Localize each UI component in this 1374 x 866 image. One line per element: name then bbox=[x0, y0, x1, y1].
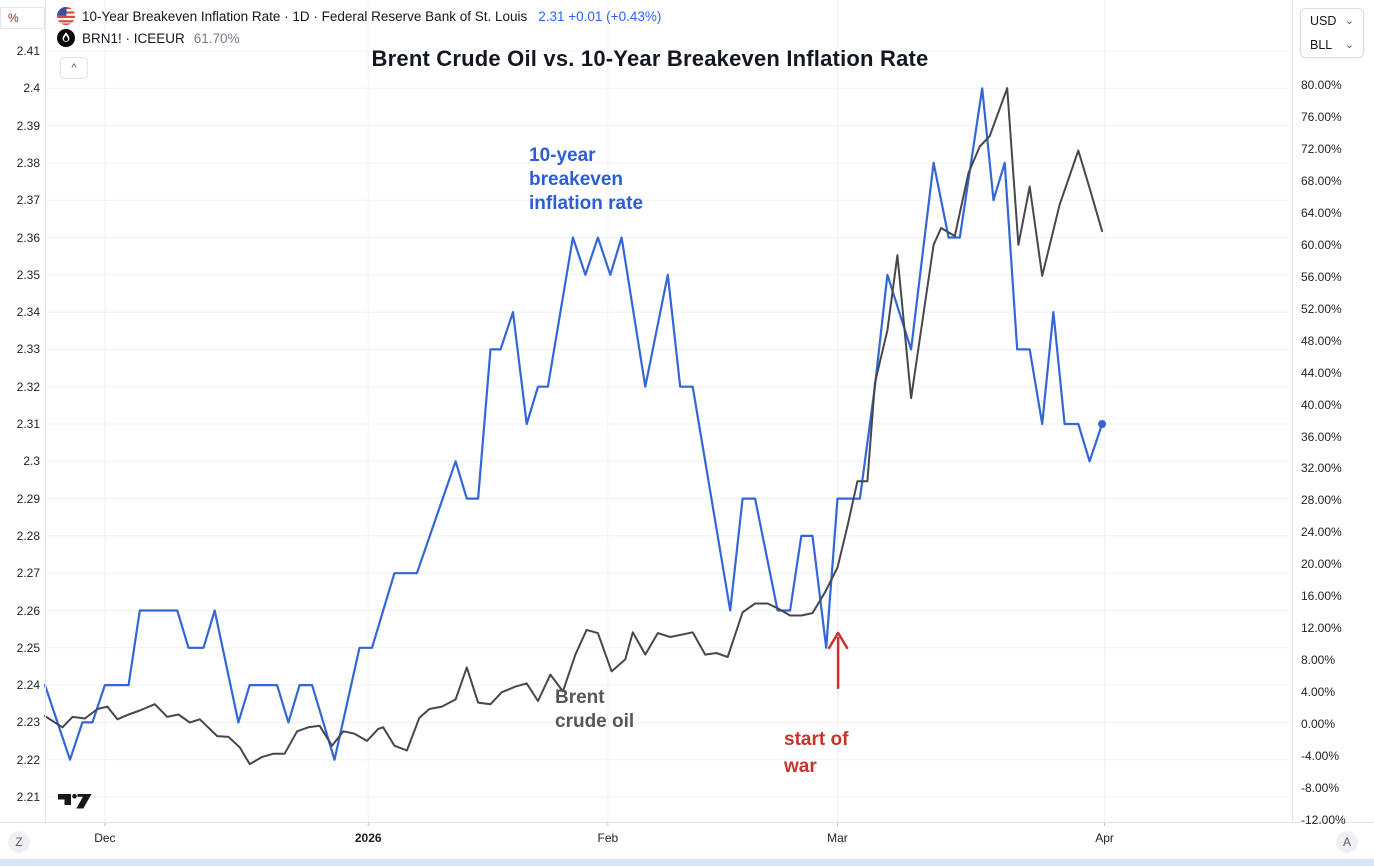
series-last-value-dot bbox=[1098, 420, 1107, 428]
left-axis-tick: 2.28 bbox=[16, 528, 40, 543]
right-axis-tick: -12.00% bbox=[1301, 813, 1346, 827]
percent-scale-label: % bbox=[8, 11, 19, 25]
left-axis-tick: 2.23 bbox=[16, 715, 40, 730]
left-axis-tick: 2.21 bbox=[16, 790, 40, 804]
right-axis-tick: 36.00% bbox=[1301, 429, 1342, 444]
left-axis-tick: 2.35 bbox=[16, 267, 40, 282]
chevron-down-icon: ⌄ bbox=[1344, 15, 1354, 27]
right-axis-tick: -4.00% bbox=[1301, 749, 1340, 764]
annotation-breakeven-label: 10-year breakeven inflation rate bbox=[529, 145, 644, 214]
left-axis-tick: 2.38 bbox=[16, 155, 40, 170]
right-axis-tick: 68.00% bbox=[1301, 173, 1342, 188]
ice-icon bbox=[57, 29, 75, 47]
left-axis-tick: 2.32 bbox=[16, 379, 40, 394]
left-axis-tick: 2.39 bbox=[16, 118, 40, 133]
left-axis-tick: 2.41 bbox=[16, 44, 40, 58]
chart-title: Brent Crude Oil vs. 10-Year Breakeven In… bbox=[371, 46, 929, 71]
left-axis-tick: 2.34 bbox=[16, 305, 40, 320]
series-line-brent[interactable] bbox=[44, 87, 1104, 766]
left-axis-tick: 2.25 bbox=[16, 640, 40, 655]
left-axis-tick: 2.29 bbox=[16, 491, 40, 506]
auto-scale-button[interactable]: A bbox=[1336, 831, 1358, 853]
right-axis-tick: 76.00% bbox=[1301, 109, 1342, 124]
left-axis-tick: 2.3 bbox=[23, 454, 40, 469]
time-axis-tick: Feb bbox=[597, 831, 619, 845]
us-flag-icon bbox=[57, 7, 75, 25]
axis-unit-selector: USD ⌄ BLL ⌄ bbox=[1300, 8, 1364, 58]
window-bottom-strip bbox=[0, 859, 1374, 866]
series-line-breakeven[interactable] bbox=[43, 87, 1104, 761]
annotation-brent-label: Brent crude oil bbox=[555, 687, 635, 732]
right-axis-tick: 44.00% bbox=[1301, 365, 1342, 380]
right-axis-tick: 52.00% bbox=[1301, 301, 1342, 316]
left-axis-tick: 2.26 bbox=[16, 603, 40, 618]
legend-row-breakeven[interactable]: 10-Year Breakeven Inflation Rate · 1D · … bbox=[57, 7, 661, 25]
symbol-value-change: 2.31 +0.01 (+0.43%) bbox=[538, 8, 662, 24]
right-axis-tick: 28.00% bbox=[1301, 493, 1342, 508]
right-axis-tick: 24.00% bbox=[1301, 525, 1342, 540]
right-axis-tick: 80.00% bbox=[1301, 78, 1342, 92]
time-axis-separator bbox=[0, 822, 1374, 823]
left-axis-tick: 2.37 bbox=[16, 193, 40, 208]
timezone-button[interactable]: Z bbox=[8, 831, 30, 853]
time-axis-tick: Apr bbox=[1095, 831, 1114, 845]
left-axis-tick: 2.22 bbox=[16, 752, 40, 767]
left-axis-separator bbox=[45, 0, 46, 822]
right-axis-tick: 16.00% bbox=[1301, 589, 1342, 604]
time-axis-tick: Mar bbox=[827, 831, 848, 845]
right-axis-separator bbox=[1292, 0, 1293, 822]
right-axis-tick: -8.00% bbox=[1301, 781, 1340, 796]
right-axis-tick: 32.00% bbox=[1301, 461, 1342, 476]
legend-row-brent[interactable]: BRN1! · ICEEUR 61.70% bbox=[57, 29, 240, 47]
left-axis-tick: 2.4 bbox=[23, 81, 40, 96]
right-axis-tick: 20.00% bbox=[1301, 557, 1342, 572]
annotation-start-of-war-label: start of war bbox=[784, 729, 849, 777]
start-of-war-arrowhead bbox=[827, 631, 849, 650]
right-axis-tick: 60.00% bbox=[1301, 237, 1342, 252]
chevron-down-icon: ⌄ bbox=[1344, 39, 1354, 51]
tradingview-logo[interactable] bbox=[58, 792, 94, 817]
symbol-title: BRN1! · ICEEUR bbox=[82, 30, 185, 46]
unit-select[interactable]: BLL ⌄ bbox=[1310, 38, 1354, 52]
percent-scale-button[interactable]: % bbox=[0, 7, 45, 29]
left-axis-tick: 2.36 bbox=[16, 230, 40, 245]
symbol-title: 10-Year Breakeven Inflation Rate · 1D · … bbox=[82, 8, 528, 24]
time-axis-tick: Dec bbox=[94, 831, 116, 845]
currency-select[interactable]: USD ⌄ bbox=[1310, 14, 1354, 28]
right-axis-tick: 4.00% bbox=[1301, 685, 1336, 700]
left-axis-tick: 2.27 bbox=[16, 566, 40, 581]
left-axis-tick: 2.33 bbox=[16, 342, 40, 357]
right-axis-tick: 0.00% bbox=[1301, 717, 1336, 732]
right-axis-tick: 72.00% bbox=[1301, 141, 1342, 156]
time-axis-tick: 2026 bbox=[354, 831, 382, 845]
right-axis-tick: 48.00% bbox=[1301, 333, 1342, 348]
symbol-value: 61.70% bbox=[193, 30, 240, 46]
right-axis-tick: 56.00% bbox=[1301, 269, 1342, 284]
right-axis-tick: 8.00% bbox=[1301, 653, 1336, 668]
right-axis-tick: 12.00% bbox=[1301, 621, 1342, 636]
right-axis-tick: 64.00% bbox=[1301, 205, 1342, 220]
right-axis-tick: 40.00% bbox=[1301, 397, 1342, 412]
chevron-up-icon: ^ bbox=[71, 62, 77, 74]
left-axis-tick: 2.24 bbox=[16, 678, 40, 693]
left-axis-tick: 2.31 bbox=[16, 417, 40, 431]
legend-collapse-button[interactable]: ^ bbox=[60, 57, 88, 79]
